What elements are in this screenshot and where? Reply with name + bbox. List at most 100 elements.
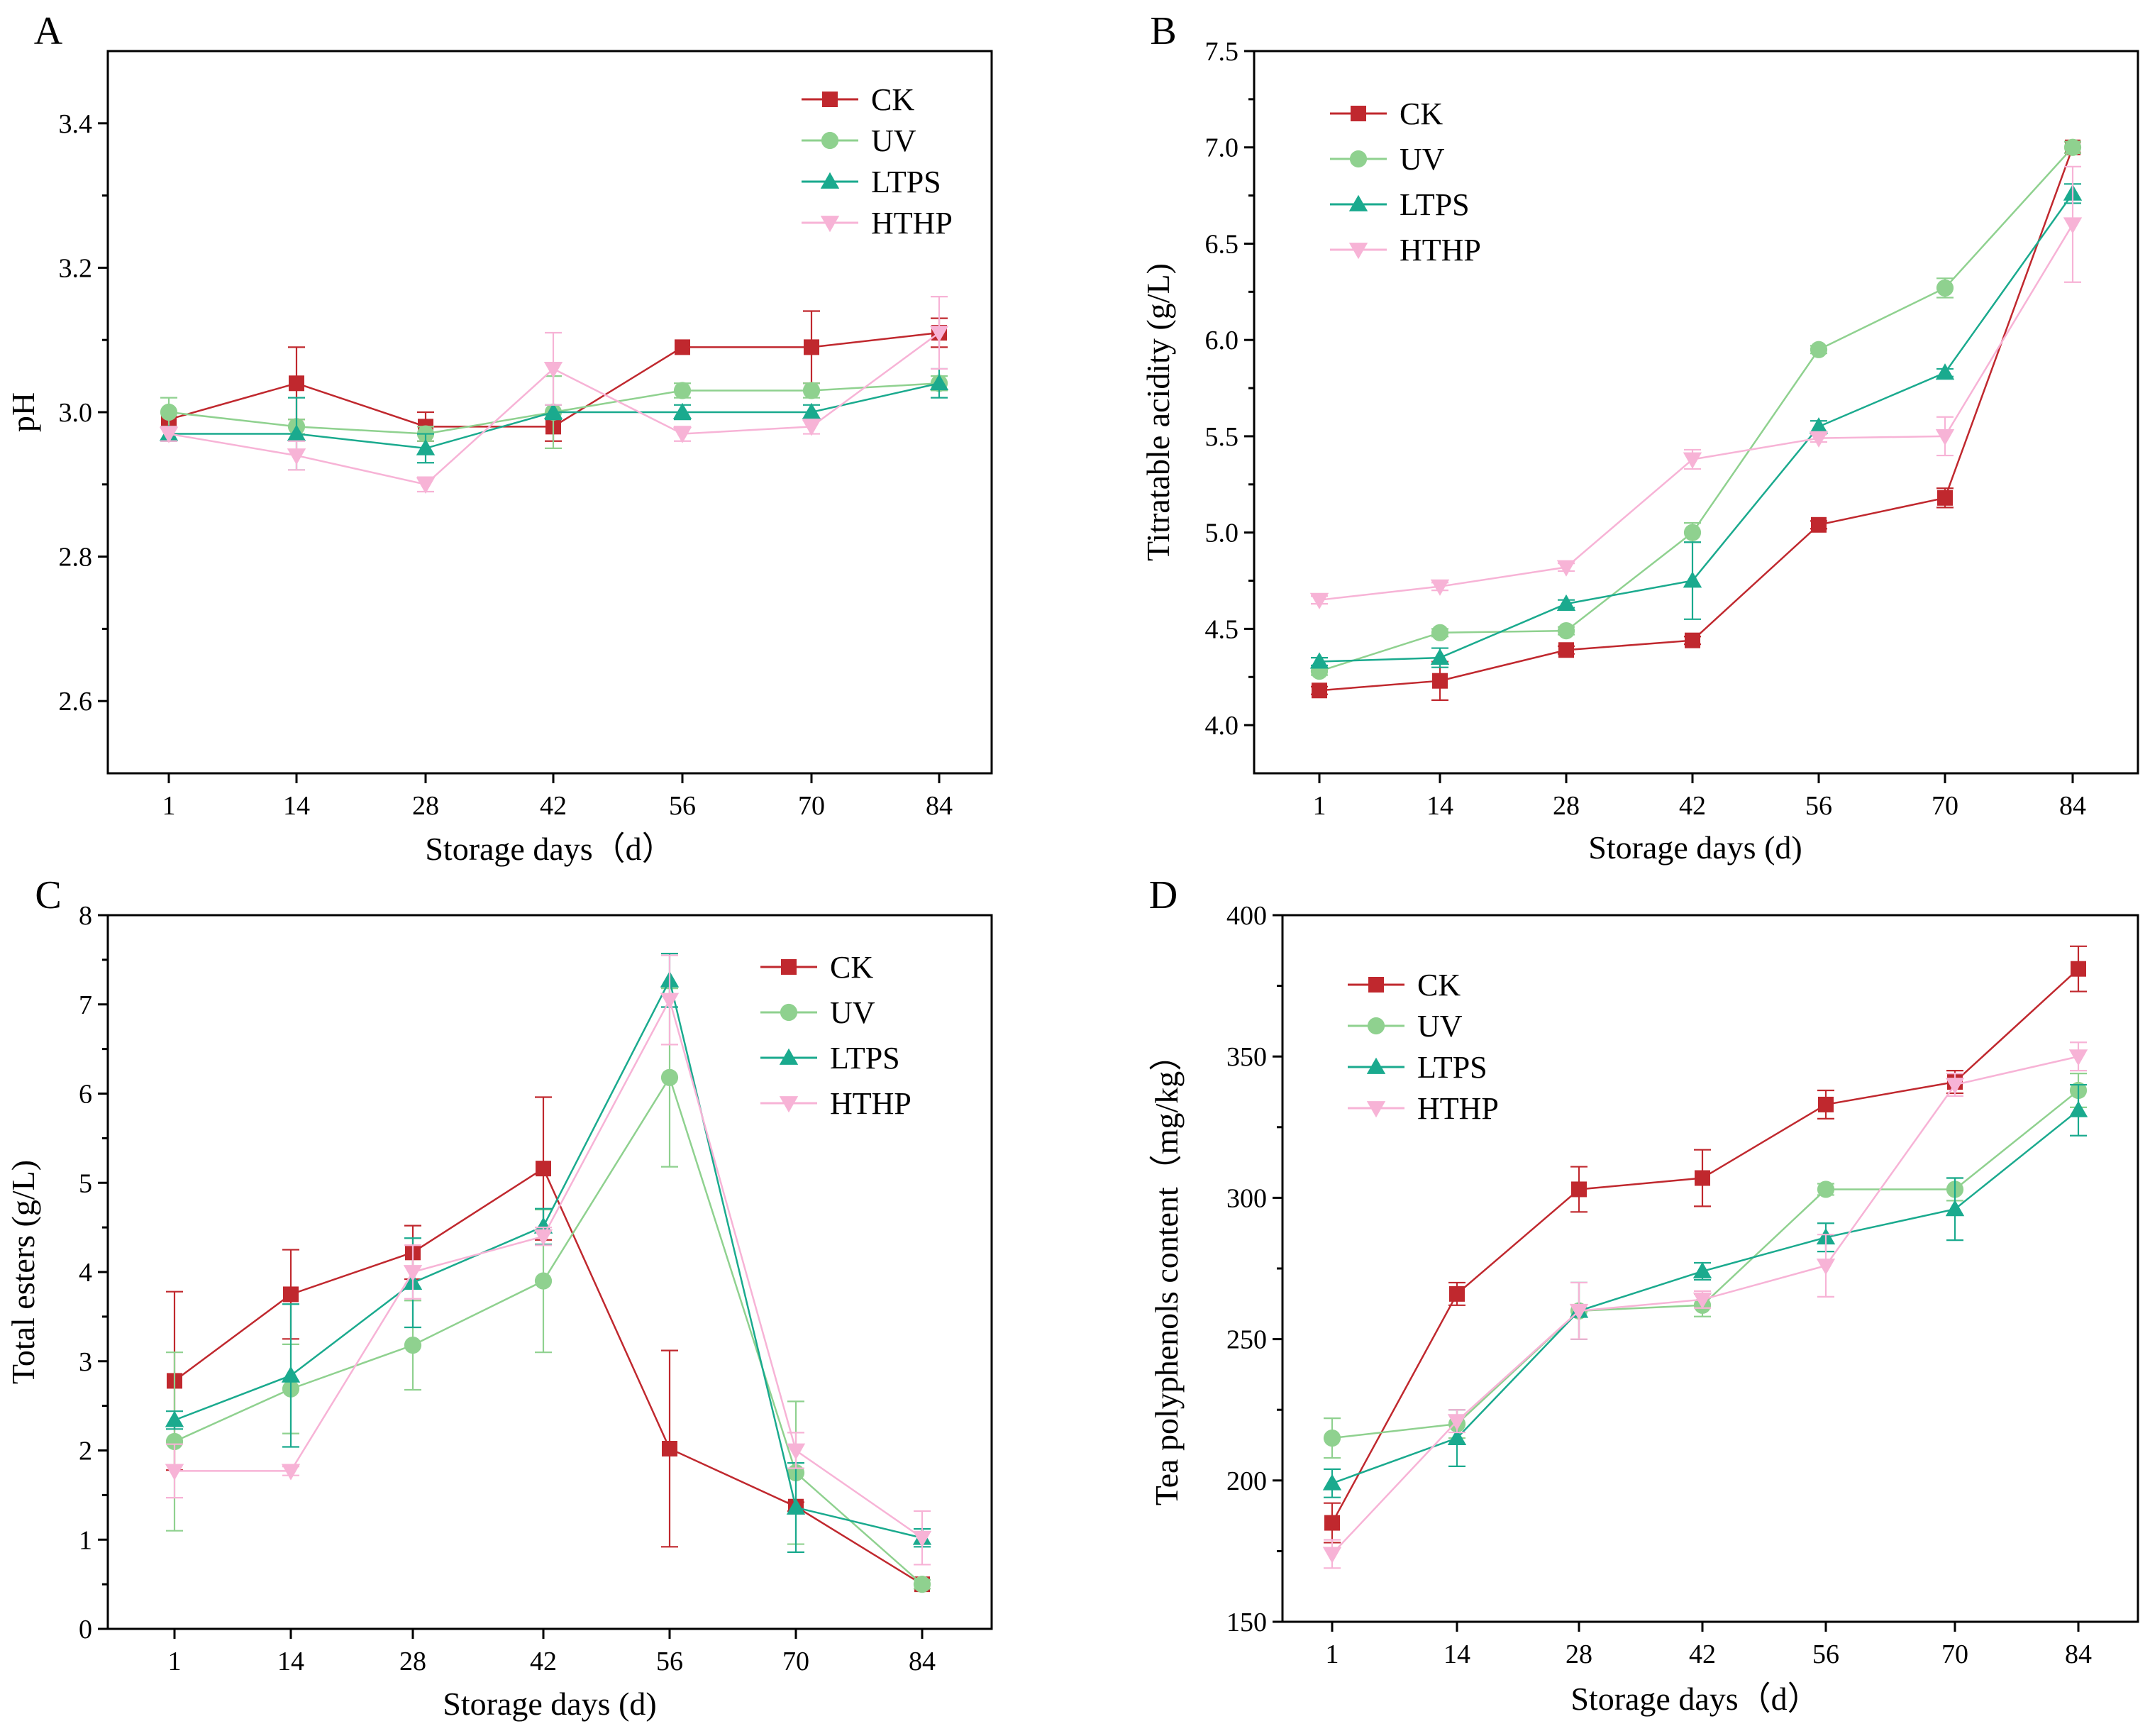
series-ck: [166, 1096, 931, 1593]
panel-letter: C: [35, 873, 61, 917]
data-point: [534, 1272, 553, 1290]
legend-label-ck: CK: [830, 950, 873, 985]
data-point: [165, 1464, 184, 1481]
legend-label-hthp: HTHP: [1417, 1091, 1499, 1126]
data-point: [1309, 652, 1329, 669]
y-tick-label: 5: [79, 1168, 92, 1198]
data-point: [1809, 431, 1829, 448]
data-point: [1692, 1292, 1712, 1310]
data-point: [1695, 1170, 1710, 1186]
y-tick-label: 6.0: [1205, 326, 1239, 355]
y-axis-label: pH: [5, 392, 41, 432]
series-line-uv: [174, 1075, 923, 1586]
data-point: [416, 477, 436, 494]
x-tick-label: 56: [1805, 791, 1832, 821]
legend-label-hthp: HTHP: [830, 1086, 911, 1121]
legend: CK UV LTPS HTHP: [760, 950, 911, 1121]
panel-letter: B: [1150, 9, 1176, 53]
data-point: [533, 1229, 553, 1246]
data-point: [1432, 673, 1448, 689]
data-point: [2063, 217, 2083, 234]
x-axis-label: Storage days（d）: [425, 831, 674, 867]
series-uv: [1310, 138, 2082, 680]
x-tick-label: 1: [162, 791, 176, 821]
x-tick-label: 70: [798, 791, 825, 821]
data-point: [1692, 1261, 1712, 1278]
series-line-uv: [1331, 1090, 2079, 1439]
data-point: [660, 993, 680, 1010]
data-point: [1309, 592, 1329, 609]
data-point: [281, 1366, 301, 1383]
data-point: [1312, 682, 1327, 699]
x-tick-label: 70: [1941, 1640, 1968, 1669]
x-tick-label: 28: [412, 791, 439, 821]
y-axis-label: Tea polyphenols content（mg/kg）: [1148, 1039, 1185, 1506]
data-point: [1556, 560, 1576, 577]
data-point: [1817, 1181, 1835, 1198]
legend-label-uv: UV: [1417, 1009, 1463, 1044]
data-point: [802, 382, 821, 399]
y-axis-label: Titratable acidity (g/L): [1140, 263, 1176, 561]
x-tick-label: 42: [540, 791, 567, 821]
legend-marker-ck: [781, 959, 797, 975]
y-tick-label: 1: [79, 1525, 92, 1555]
legend-marker-ltps: [1348, 194, 1368, 211]
data-point: [2068, 1049, 2088, 1066]
legend: CK UV LTPS HTHP: [1348, 968, 1499, 1126]
data-point: [1569, 1303, 1589, 1320]
data-point: [1556, 594, 1576, 612]
y-tick-label: 4.0: [1205, 711, 1239, 741]
data-point: [1322, 1547, 1342, 1564]
data-point: [543, 362, 563, 379]
data-point: [165, 1432, 184, 1451]
data-point: [165, 1410, 184, 1427]
legend-marker-ltps: [779, 1048, 799, 1065]
legend-marker-ltps: [820, 172, 840, 189]
x-tick-label: 28: [1553, 791, 1580, 821]
panel-letter: D: [1149, 873, 1177, 917]
x-tick-label: 56: [1812, 1640, 1839, 1669]
x-tick-label: 56: [656, 1647, 683, 1676]
data-point: [536, 1161, 551, 1177]
series-hthp: [159, 296, 949, 494]
data-point: [160, 403, 178, 421]
legend: CK UV LTPS HTHP: [1330, 96, 1481, 267]
data-point: [404, 1337, 422, 1354]
panel-b: B 4.0 4.5 5.0 5.5 6.0 6.5 7.0 7.5 1 14 28 42 56 70 84 St…: [1140, 9, 2139, 866]
series-ck: [1311, 139, 2081, 701]
series-line-ck: [1319, 147, 2074, 692]
x-tick-label: 14: [1444, 1640, 1470, 1669]
legend-label-ltps: LTPS: [830, 1041, 900, 1076]
data-point: [416, 438, 436, 455]
y-tick-label: 7: [79, 990, 92, 1020]
x-tick-label: 84: [2065, 1640, 2092, 1669]
panel-a: A 2.6 2.8 3.0 3.2 3.4 1 14 28 42 56 70 84 Storage day…: [5, 9, 993, 867]
x-tick-label: 70: [1932, 791, 1958, 821]
series-ltps: [165, 952, 932, 1553]
x-axis-label: Storage days（d）: [1570, 1681, 1819, 1717]
x-tick-label: 84: [2059, 791, 2086, 821]
data-point: [2071, 961, 2086, 977]
data-point: [1809, 417, 1829, 434]
data-point: [786, 1443, 806, 1460]
y-tick-label: 4: [79, 1258, 92, 1288]
x-tick-label: 1: [1313, 791, 1326, 821]
x-tick-label: 14: [283, 791, 310, 821]
data-point: [1683, 452, 1702, 469]
legend-marker-ltps: [1366, 1057, 1386, 1074]
legend-label-ltps: LTPS: [1417, 1050, 1487, 1085]
legend-label-ck: CK: [1417, 968, 1461, 1002]
y-tick-label: 350: [1226, 1042, 1267, 1072]
series-hthp: [165, 954, 932, 1566]
legend-marker-hthp: [1366, 1101, 1386, 1118]
series-line-hthp: [1319, 223, 2074, 601]
data-point: [804, 339, 819, 355]
plot-frame: [1253, 50, 2139, 775]
data-point: [2063, 138, 2082, 156]
x-tick-label: 1: [168, 1647, 182, 1676]
series-line-ltps: [174, 978, 923, 1539]
data-point: [403, 1265, 423, 1282]
y-tick-label: 7.0: [1205, 133, 1239, 163]
data-point: [913, 1576, 931, 1593]
data-point: [1430, 579, 1450, 596]
